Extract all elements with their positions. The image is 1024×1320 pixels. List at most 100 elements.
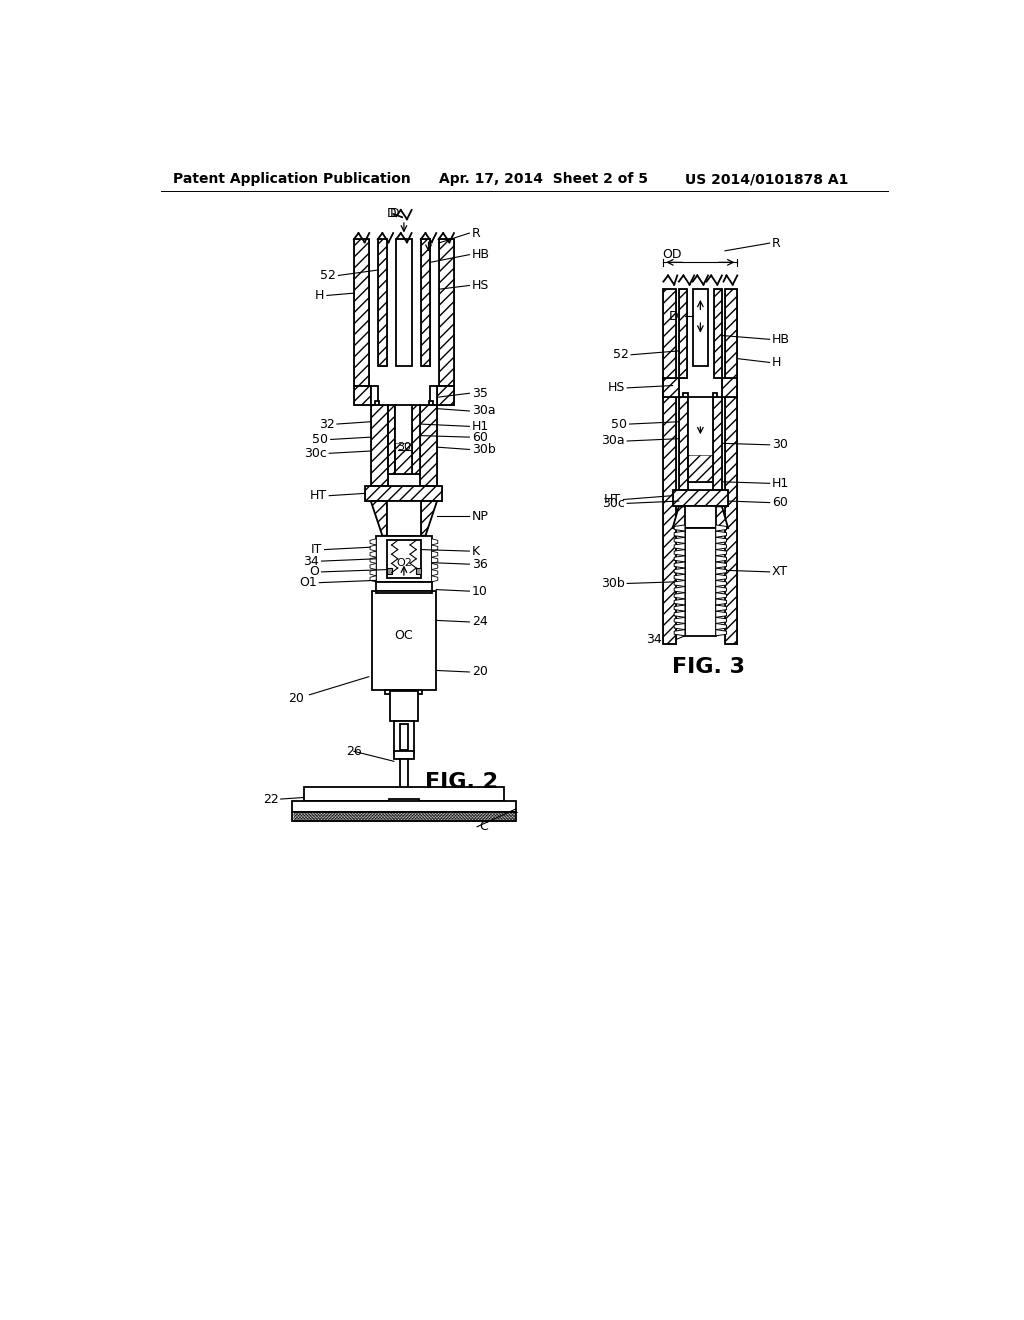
Text: H1: H1	[772, 477, 790, 490]
Text: 50: 50	[611, 417, 628, 430]
Bar	[664, 289, 676, 644]
Bar	[714, 289, 722, 378]
Polygon shape	[371, 502, 387, 536]
Text: HS: HS	[472, 279, 489, 292]
Polygon shape	[432, 552, 438, 557]
Text: IT: IT	[311, 543, 323, 556]
Polygon shape	[716, 549, 727, 556]
Bar	[413, 405, 420, 474]
Text: OC: OC	[394, 630, 414, 643]
Polygon shape	[716, 525, 727, 531]
Text: XT: XT	[772, 565, 788, 578]
Bar	[429, 401, 433, 409]
Polygon shape	[421, 502, 437, 536]
Text: HB: HB	[472, 248, 489, 261]
Polygon shape	[674, 544, 685, 549]
Bar	[376, 591, 432, 594]
Text: 30c: 30c	[304, 446, 327, 459]
Text: Apr. 17, 2014  Sheet 2 of 5: Apr. 17, 2014 Sheet 2 of 5	[438, 172, 647, 186]
Polygon shape	[432, 564, 438, 570]
Bar	[366, 486, 442, 502]
Polygon shape	[674, 593, 685, 599]
Bar	[421, 239, 430, 367]
Polygon shape	[716, 605, 727, 611]
Polygon shape	[716, 581, 727, 586]
Polygon shape	[674, 605, 685, 611]
Bar	[396, 239, 412, 367]
Polygon shape	[674, 586, 685, 593]
Bar	[371, 405, 388, 486]
Text: US 2014/0101878 A1: US 2014/0101878 A1	[685, 172, 848, 186]
Polygon shape	[716, 623, 727, 630]
Bar	[390, 692, 418, 721]
Text: Patent Application Publication: Patent Application Publication	[173, 172, 411, 186]
Text: 52: 52	[321, 269, 336, 282]
Polygon shape	[673, 507, 688, 528]
Polygon shape	[716, 593, 727, 599]
Bar	[664, 289, 676, 644]
Text: 22: 22	[262, 792, 279, 805]
Text: D: D	[390, 207, 399, 220]
Text: 32: 32	[318, 417, 335, 430]
Bar	[378, 239, 387, 367]
Bar	[713, 397, 722, 490]
Text: O1: O1	[299, 576, 316, 589]
Bar	[400, 723, 408, 750]
Bar	[438, 239, 454, 385]
Text: 30: 30	[772, 438, 787, 451]
Text: 10: 10	[472, 585, 487, 598]
Text: 30a: 30a	[601, 434, 625, 447]
Polygon shape	[674, 581, 685, 586]
Text: 30b: 30b	[601, 577, 625, 590]
Polygon shape	[432, 570, 438, 576]
Bar	[354, 239, 370, 385]
Bar	[366, 486, 442, 502]
Bar	[395, 444, 413, 474]
Polygon shape	[430, 385, 437, 405]
Polygon shape	[722, 378, 737, 397]
Text: D: D	[669, 310, 679, 323]
Bar	[673, 490, 728, 507]
Bar	[413, 405, 420, 474]
Bar	[673, 490, 728, 507]
Polygon shape	[432, 545, 438, 552]
Text: H: H	[772, 356, 781, 370]
Polygon shape	[674, 549, 685, 556]
Polygon shape	[716, 599, 727, 605]
Text: R: R	[772, 236, 780, 249]
Text: K: K	[472, 545, 480, 557]
Text: 30c: 30c	[602, 496, 625, 510]
Polygon shape	[674, 618, 685, 623]
Bar	[375, 401, 379, 409]
Text: HT: HT	[310, 490, 327, 502]
Bar	[385, 689, 422, 693]
Polygon shape	[716, 568, 727, 574]
Polygon shape	[674, 531, 685, 537]
Text: C: C	[479, 820, 488, 833]
Polygon shape	[370, 557, 376, 564]
Bar	[387, 540, 421, 578]
Polygon shape	[437, 385, 454, 405]
Bar	[371, 405, 388, 486]
Text: D: D	[387, 207, 396, 220]
Bar	[420, 405, 437, 486]
Text: HB: HB	[772, 333, 790, 346]
Polygon shape	[674, 568, 685, 574]
Bar	[388, 405, 395, 474]
Text: OD: OD	[662, 248, 681, 261]
Text: HT: HT	[604, 492, 621, 506]
Text: 30b: 30b	[472, 444, 496, 455]
Bar	[713, 397, 722, 490]
Text: 36: 36	[472, 557, 487, 570]
Text: 35: 35	[472, 387, 487, 400]
Text: 52: 52	[613, 348, 629, 362]
Polygon shape	[370, 570, 376, 576]
Bar	[685, 528, 716, 636]
Polygon shape	[716, 574, 727, 581]
Polygon shape	[674, 599, 685, 605]
Text: NP: NP	[472, 510, 488, 523]
Polygon shape	[370, 564, 376, 570]
Bar	[421, 239, 430, 367]
Bar	[354, 239, 370, 385]
Bar	[395, 405, 413, 474]
